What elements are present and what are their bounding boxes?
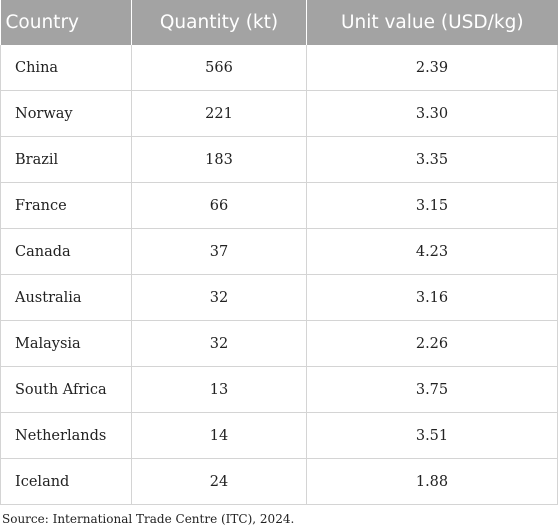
cell-quantity: 13	[131, 366, 307, 413]
cell-unit-value: 3.16	[306, 274, 558, 321]
cell-quantity: 183	[131, 136, 307, 183]
source-note: Source: International Trade Centre (ITC)…	[2, 512, 295, 526]
table-header: Country Quantity (kt) Unit value (USD/kg…	[0, 0, 558, 45]
cell-country: Norway	[0, 90, 132, 137]
cell-quantity: 32	[131, 320, 307, 367]
cell-country: Malaysia	[0, 320, 132, 367]
table-row: Norway 221 3.30	[0, 90, 558, 137]
cell-unit-value: 3.35	[306, 136, 558, 183]
cell-quantity: 37	[131, 228, 307, 275]
cell-country: France	[0, 182, 132, 229]
cell-country: South Africa	[0, 366, 132, 413]
cell-quantity: 221	[131, 90, 307, 137]
table-row: Netherlands 14 3.51	[0, 412, 558, 459]
table-row: Australia 32 3.16	[0, 274, 558, 321]
cell-country: Netherlands	[0, 412, 132, 459]
header-quantity: Quantity (kt)	[131, 0, 307, 45]
cell-unit-value: 2.39	[306, 45, 558, 91]
table-row: Brazil 183 3.35	[0, 136, 558, 183]
data-table-container: Country Quantity (kt) Unit value (USD/kg…	[0, 0, 558, 505]
cell-quantity: 32	[131, 274, 307, 321]
cell-country: Australia	[0, 274, 132, 321]
table-row: South Africa 13 3.75	[0, 366, 558, 413]
cell-quantity: 66	[131, 182, 307, 229]
cell-unit-value: 3.51	[306, 412, 558, 459]
table-row: France 66 3.15	[0, 182, 558, 229]
table-row: Malaysia 32 2.26	[0, 320, 558, 367]
cell-unit-value: 4.23	[306, 228, 558, 275]
header-unit-value: Unit value (USD/kg)	[306, 0, 558, 45]
header-row: Country Quantity (kt) Unit value (USD/kg…	[0, 0, 558, 45]
cell-country: Brazil	[0, 136, 132, 183]
cell-quantity: 566	[131, 45, 307, 91]
header-country: Country	[0, 0, 132, 45]
trade-table: Country Quantity (kt) Unit value (USD/kg…	[0, 0, 558, 505]
cell-country: Canada	[0, 228, 132, 275]
cell-unit-value: 1.88	[306, 458, 558, 505]
cell-unit-value: 3.15	[306, 182, 558, 229]
table-row: Canada 37 4.23	[0, 228, 558, 275]
cell-unit-value: 3.75	[306, 366, 558, 413]
table-row: China 566 2.39	[0, 45, 558, 91]
table-body: China 566 2.39 Norway 221 3.30 Brazil 18…	[0, 45, 558, 505]
cell-unit-value: 3.30	[306, 90, 558, 137]
cell-country: China	[0, 45, 132, 91]
cell-country: Iceland	[0, 458, 132, 505]
cell-quantity: 24	[131, 458, 307, 505]
cell-quantity: 14	[131, 412, 307, 459]
cell-unit-value: 2.26	[306, 320, 558, 367]
table-row: Iceland 24 1.88	[0, 458, 558, 505]
